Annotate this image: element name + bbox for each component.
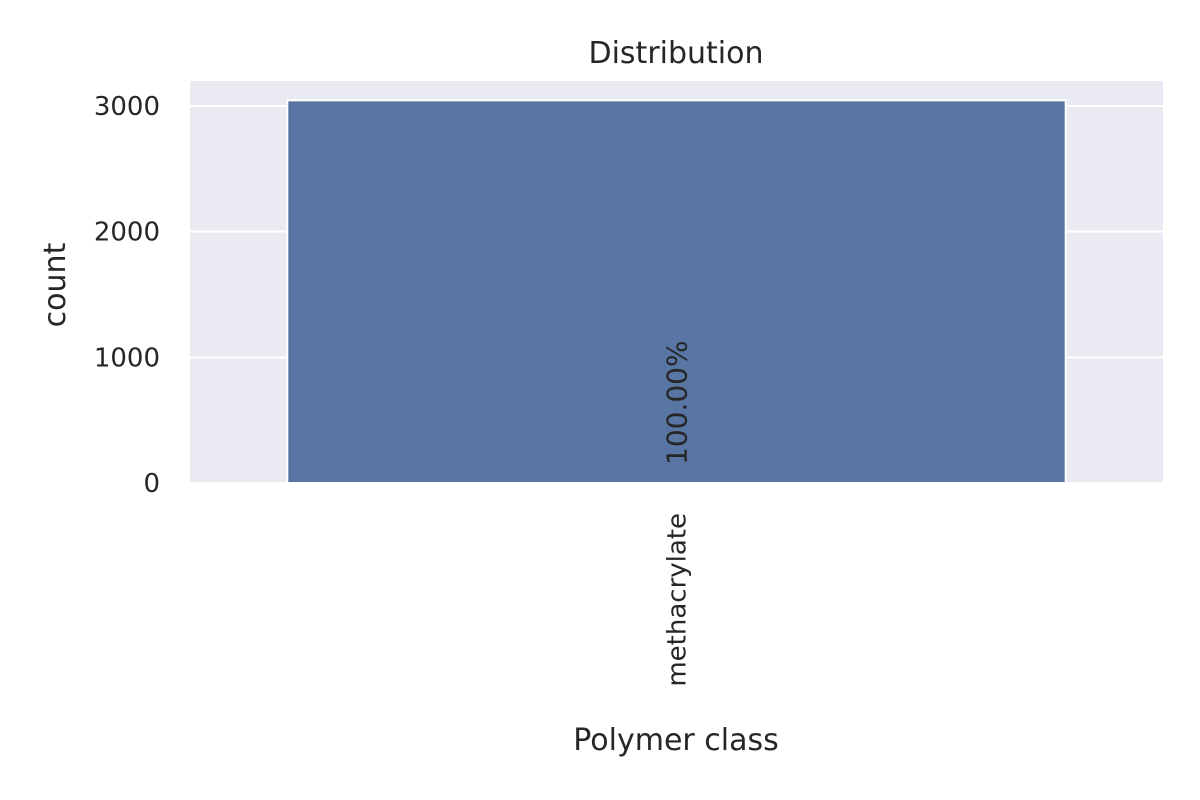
bar xyxy=(286,99,1067,484)
y-tick-label: 2000 xyxy=(94,218,160,248)
y-tick-label: 0 xyxy=(143,469,160,499)
x-tick-label: methacrylate xyxy=(663,513,693,687)
chart-title: Distribution xyxy=(588,36,763,71)
y-axis-label: count xyxy=(38,242,73,327)
y-tick-label: 3000 xyxy=(94,92,160,122)
bars: 100.00% xyxy=(286,99,1067,484)
y-axis-ticks: 0 1000 2000 3000 xyxy=(94,92,160,499)
y-tick-label: 1000 xyxy=(94,343,160,373)
x-axis-label: Polymer class xyxy=(573,723,779,758)
bar-data-label: 100.00% xyxy=(661,340,694,465)
x-axis-ticks: methacrylate xyxy=(663,513,693,687)
